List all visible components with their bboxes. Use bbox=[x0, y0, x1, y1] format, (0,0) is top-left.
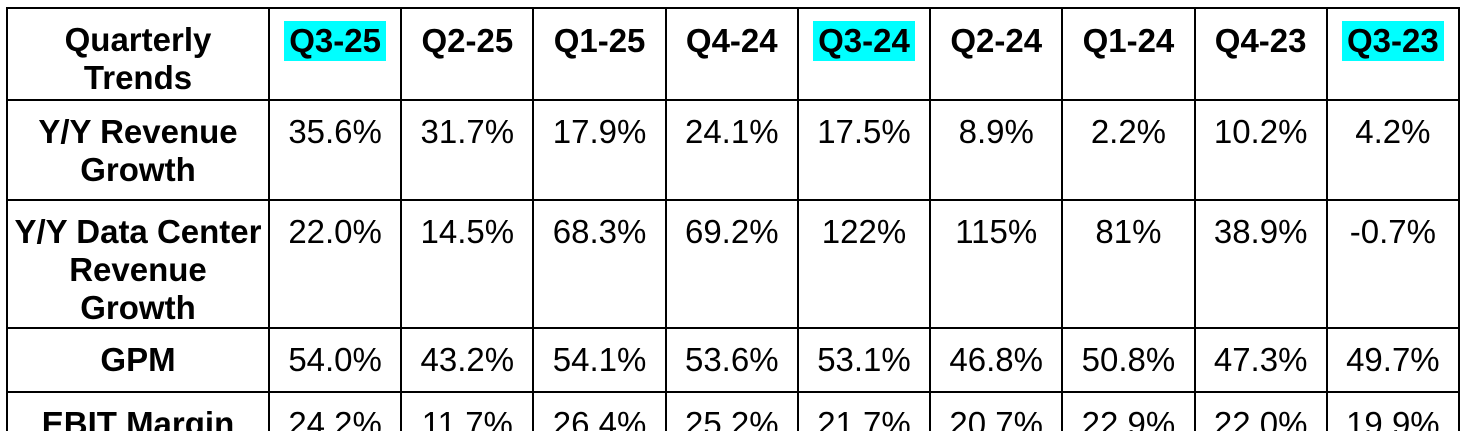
cell-value: 26.4% bbox=[532, 391, 667, 431]
cell-value: 53.6% bbox=[664, 327, 799, 393]
cell-value: 21.7% bbox=[796, 391, 932, 431]
table-row-gpm: GPM 54.0% 43.2% 54.1% 53.6% 53.1% 46.8% … bbox=[6, 327, 1461, 393]
column-header-q3-23: Q3-23 bbox=[1325, 7, 1461, 101]
header-row: Quarterly Trends Q3-25 Q2-25 Q1-25 Q4-24… bbox=[6, 7, 1461, 101]
cell-value: 49.7% bbox=[1325, 327, 1461, 393]
highlighted-quarter-label: Q3-24 bbox=[813, 21, 915, 61]
cell-value: 43.2% bbox=[400, 327, 535, 393]
cell-value: 54.1% bbox=[532, 327, 667, 393]
column-header-q2-25: Q2-25 bbox=[400, 7, 535, 101]
quarter-label: Q1-24 bbox=[1082, 22, 1175, 59]
table-row-ebit-margin: EBIT Margin 24.2% 11.7% 26.4% 25.2% 21.7… bbox=[6, 391, 1461, 431]
row-label: EBIT Margin bbox=[6, 391, 270, 431]
column-header-q4-23: Q4-23 bbox=[1193, 7, 1328, 101]
cell-value: 25.2% bbox=[664, 391, 799, 431]
cell-value: 24.1% bbox=[664, 99, 799, 201]
cell-value: 54.0% bbox=[267, 327, 403, 393]
table-row-yy-revenue-growth: Y/Y Revenue Growth 35.6% 31.7% 17.9% 24.… bbox=[6, 99, 1461, 201]
quarterly-trends-table: Quarterly Trends Q3-25 Q2-25 Q1-25 Q4-24… bbox=[6, 7, 1461, 431]
cell-value: 68.3% bbox=[532, 199, 667, 329]
column-header-q3-24: Q3-24 bbox=[796, 7, 932, 101]
quarter-label: Q4-23 bbox=[1214, 22, 1307, 59]
cell-value: 17.5% bbox=[796, 99, 932, 201]
column-header-q1-25: Q1-25 bbox=[532, 7, 667, 101]
cell-value: 22.9% bbox=[1061, 391, 1196, 431]
column-header-q1-24: Q1-24 bbox=[1061, 7, 1196, 101]
cell-value: 35.6% bbox=[267, 99, 403, 201]
cell-value: 69.2% bbox=[664, 199, 799, 329]
cell-value: 8.9% bbox=[929, 99, 1064, 201]
cell-value: 22.0% bbox=[267, 199, 403, 329]
cell-value: 22.0% bbox=[1193, 391, 1328, 431]
cell-value: 20.7% bbox=[929, 391, 1064, 431]
cell-value: 17.9% bbox=[532, 99, 667, 201]
row-label: Y/Y Data Center Revenue Growth bbox=[6, 199, 270, 329]
column-header-q3-25: Q3-25 bbox=[267, 7, 403, 101]
cell-value: 122% bbox=[796, 199, 932, 329]
column-header-q4-24: Q4-24 bbox=[664, 7, 799, 101]
cell-value: 46.8% bbox=[929, 327, 1064, 393]
quarter-label: Q1-25 bbox=[553, 22, 646, 59]
quarter-label: Q2-25 bbox=[421, 22, 514, 59]
row-label: GPM bbox=[6, 327, 270, 393]
cell-value: 115% bbox=[929, 199, 1064, 329]
cell-value: 19.9% bbox=[1325, 391, 1461, 431]
quarter-label: Q2-24 bbox=[950, 22, 1043, 59]
row-label: Y/Y Revenue Growth bbox=[6, 99, 270, 201]
table-row-yy-data-center-revenue-growth: Y/Y Data Center Revenue Growth 22.0% 14.… bbox=[6, 199, 1461, 329]
table-title: Quarterly Trends bbox=[6, 7, 270, 101]
cell-value: 24.2% bbox=[267, 391, 403, 431]
cell-value: 81% bbox=[1061, 199, 1196, 329]
cell-value: 53.1% bbox=[796, 327, 932, 393]
cell-value: 11.7% bbox=[400, 391, 535, 431]
highlighted-quarter-label: Q3-23 bbox=[1342, 21, 1444, 61]
cell-value: 2.2% bbox=[1061, 99, 1196, 201]
cell-value: 50.8% bbox=[1061, 327, 1196, 393]
cell-value: 14.5% bbox=[400, 199, 535, 329]
cell-value: 31.7% bbox=[400, 99, 535, 201]
column-header-q2-24: Q2-24 bbox=[929, 7, 1064, 101]
quarter-label: Q4-24 bbox=[685, 22, 778, 59]
cell-value: 10.2% bbox=[1193, 99, 1328, 201]
cell-value: 47.3% bbox=[1193, 327, 1328, 393]
cell-value: 38.9% bbox=[1193, 199, 1328, 329]
highlighted-quarter-label: Q3-25 bbox=[284, 21, 386, 61]
cell-value: -0.7% bbox=[1325, 199, 1461, 329]
cell-value: 4.2% bbox=[1325, 99, 1461, 201]
